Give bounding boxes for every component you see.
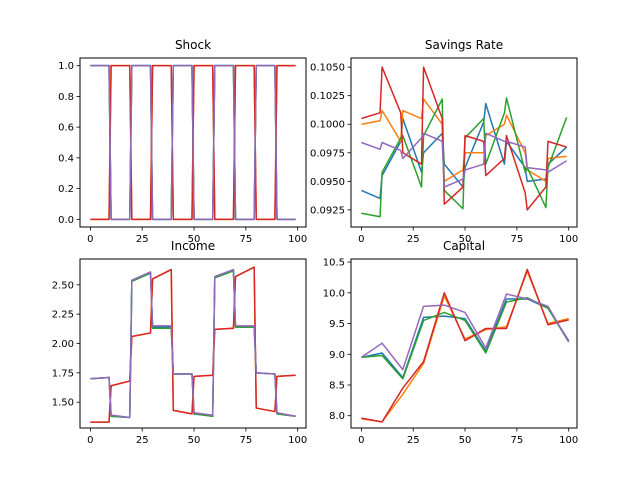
- x-tick-label: 50: [188, 435, 201, 446]
- subplot-income: Income 0 25 50 75 100 1.50 1.75 2.00 2.25 2.50: [52, 239, 308, 446]
- plot-frame: [350, 57, 578, 228]
- series-line-5: [360, 293, 570, 371]
- y-tick-label: 8.5: [329, 380, 345, 391]
- x-tick-label: 25: [407, 234, 420, 245]
- x-tick-label: 100: [288, 234, 307, 245]
- x-tick-label: 25: [407, 435, 420, 446]
- series-line-5: [90, 64, 296, 221]
- chart-title: Capital: [443, 239, 485, 253]
- x-tick-label: 25: [136, 234, 149, 245]
- x-tick-label: 100: [559, 234, 578, 245]
- y-tick-label: 1.50: [52, 398, 74, 409]
- x-tick-label: 75: [511, 234, 524, 245]
- y-tick-label: 2.25: [52, 310, 74, 321]
- y-tick-label: 1.75: [52, 368, 74, 379]
- plot-frame: [350, 258, 578, 429]
- y-tick-label: 0.6: [58, 123, 74, 134]
- x-tick-label: 0: [87, 435, 93, 446]
- x-tick-label: 75: [511, 435, 524, 446]
- y-tick-label: 0.2: [58, 184, 74, 195]
- y-tick-label: 0.0: [58, 215, 74, 226]
- x-tick-label: 100: [559, 435, 578, 446]
- subplot-savings-rate: Savings Rate 0 25 50 75 100 0.0925 0.0950 0.0975…: [310, 38, 578, 245]
- y-tick-label: 0.1050: [310, 63, 345, 74]
- y-tick-label: 9.0: [329, 350, 345, 361]
- series-line-5: [90, 268, 296, 419]
- series-line-4: [361, 268, 569, 423]
- series-line-5: [361, 132, 568, 188]
- x-tick-label: 0: [358, 435, 364, 446]
- y-tick-label: 10.5: [323, 258, 345, 269]
- y-tick-label: 8.0: [329, 411, 345, 422]
- y-tick-label: 2.50: [52, 280, 74, 291]
- x-tick-label: 50: [459, 435, 472, 446]
- x-tick-label: 75: [240, 234, 253, 245]
- subplot-capital: Capital 0 25 50 75 100 8.0 8.5 9.0 9.5 10.0 10.5: [323, 239, 579, 446]
- chart-title: Shock: [175, 38, 211, 52]
- x-tick-label: 0: [358, 234, 364, 245]
- y-tick-label: 0.1000: [310, 120, 345, 131]
- x-tick-label: 0: [87, 234, 93, 245]
- subplot-shock: Shock 0 25 50 75 100 0.0 0.2 0.4 0.6 0.8 1.0: [58, 38, 307, 245]
- chart-title: Savings Rate: [425, 38, 503, 52]
- x-tick-label: 75: [240, 435, 253, 446]
- y-tick-label: 0.0975: [310, 148, 345, 159]
- x-tick-label: 50: [459, 234, 472, 245]
- y-tick-label: 10.0: [323, 288, 345, 299]
- y-tick-label: 0.0950: [310, 177, 345, 188]
- y-tick-label: 9.5: [329, 319, 345, 330]
- series-line-4: [361, 66, 567, 211]
- plot-frame: [79, 57, 307, 228]
- y-tick-label: 0.0925: [310, 205, 345, 216]
- y-tick-label: 0.8: [58, 92, 74, 103]
- y-tick-label: 1.0: [58, 61, 74, 72]
- y-tick-label: 2.00: [52, 339, 74, 350]
- x-tick-label: 50: [188, 234, 201, 245]
- x-tick-label: 25: [136, 435, 149, 446]
- y-tick-label: 0.1025: [310, 91, 345, 102]
- x-tick-label: 100: [288, 435, 307, 446]
- y-tick-label: 0.4: [58, 153, 74, 164]
- chart-title: Income: [171, 239, 215, 253]
